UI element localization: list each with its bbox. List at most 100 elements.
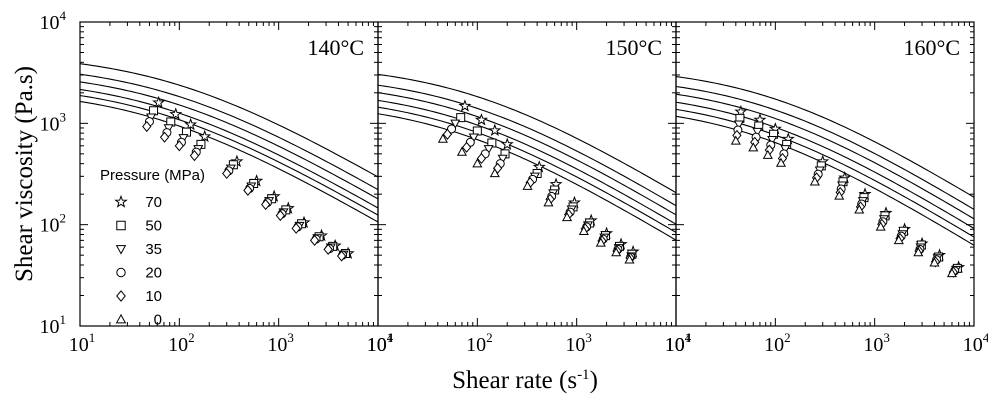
data-point-diamond	[243, 184, 253, 196]
panel-frames	[79, 21, 975, 327]
data-point-triangle-up	[875, 221, 886, 231]
data-point-square	[487, 138, 497, 148]
x-tick-label: 103	[267, 330, 294, 356]
data-point-triangle-up	[854, 204, 865, 214]
data-point-diamond	[291, 222, 301, 234]
panel-frame-2	[675, 21, 975, 327]
data-point-triangle-up	[893, 234, 904, 245]
data-point-triangle-up	[578, 225, 589, 236]
data-point-diamond	[261, 198, 271, 211]
data-point-square	[149, 106, 159, 116]
data-point-diamond	[142, 120, 152, 133]
data-point-square	[181, 127, 191, 137]
data-point-triangle-down	[733, 120, 744, 130]
fit-curve-2-1	[675, 85, 975, 210]
fit-curve-1-2	[377, 92, 677, 216]
data-point-triangle-down	[767, 135, 778, 146]
fit-curve-2-2	[675, 93, 975, 220]
data-point-triangle-up	[522, 180, 533, 190]
legend-marker-circle	[116, 267, 126, 278]
x-tick-label: 104	[665, 330, 692, 356]
fit-curve-2-0	[675, 76, 975, 198]
data-point-triangle-up	[809, 176, 820, 186]
data-point-triangle-up	[748, 142, 759, 152]
data-point-triangle-up	[946, 268, 958, 278]
data-point-star	[474, 113, 488, 126]
data-point-diamond	[323, 243, 333, 255]
panel-frame-1	[377, 21, 677, 327]
y-tick-label: 103	[40, 109, 67, 135]
x-tick-label: 101	[69, 330, 96, 356]
legend-label: 50	[145, 218, 162, 235]
panel-title-150: 150°C	[606, 35, 662, 60]
x-tick-label: 104	[963, 330, 988, 356]
tick-marks	[79, 21, 975, 327]
y-tick-label: 102	[40, 211, 67, 237]
legend-marker-triangle-down	[115, 245, 127, 255]
y-axis-title: Shear viscosity (Pa.s)	[11, 66, 38, 282]
data-point-triangle-down	[450, 119, 461, 129]
x-tick-label: 102	[764, 330, 791, 356]
data-point-triangle-up	[624, 254, 635, 264]
data-point-triangle-down	[497, 154, 508, 164]
y-tick-label: 101	[40, 312, 67, 338]
fit-curve-2-4	[675, 108, 975, 238]
legend-label: 70	[145, 194, 162, 211]
x-tick-label: 101	[367, 330, 394, 356]
y-tick-label: 104	[40, 8, 67, 34]
data-point-triangle-down	[752, 127, 763, 137]
fit-curve-1-3	[377, 99, 677, 225]
data-point-triangle-up	[456, 146, 467, 156]
x-tick-label: 103	[863, 330, 890, 356]
data-point-star	[184, 117, 198, 131]
data-point-star	[458, 99, 472, 112]
data-point-triangle-up	[437, 133, 448, 143]
data-point-diamond	[461, 141, 472, 153]
fit-curve-2-3	[675, 101, 975, 229]
fit-curve-1-0	[377, 73, 677, 194]
data-point-diamond	[275, 209, 286, 222]
data-point-triangle-up	[472, 158, 483, 168]
x-axis-title: Shear rate (s-1)	[452, 367, 598, 394]
data-point-star	[198, 129, 212, 143]
legend-marker-square	[116, 220, 126, 231]
x-tick-label: 101	[665, 330, 692, 356]
data-point-triangle-up	[611, 247, 622, 257]
data-point-diamond	[309, 234, 320, 246]
data-point-triangle-down	[468, 133, 479, 143]
data-point-square	[166, 117, 176, 127]
x-tick-label: 102	[168, 330, 195, 356]
data-point-diamond	[442, 128, 453, 140]
data-point-diamond	[174, 140, 184, 152]
fit-curve-0-3	[79, 88, 379, 209]
fit-curve-0-2	[79, 81, 379, 200]
fit-curve-2-5	[675, 115, 975, 246]
legend-label: 35	[145, 241, 162, 258]
data-point-triangle-up	[595, 237, 606, 247]
fit-curve-1-1	[377, 84, 677, 207]
legend-marker-diamond	[116, 290, 126, 302]
data-point-triangle-up	[561, 211, 573, 222]
x-tick-label: 103	[565, 330, 592, 356]
data-points	[142, 95, 966, 278]
data-point-triangle-up	[730, 135, 741, 145]
data-point-square	[735, 113, 745, 123]
data-point-square	[472, 126, 482, 136]
data-point-square	[456, 113, 466, 123]
fit-curve-1-5	[377, 113, 677, 241]
data-point-triangle-up	[834, 190, 845, 200]
x-tick-label: 104	[367, 330, 394, 356]
data-point-star	[152, 95, 166, 109]
fit-curve-0-4	[79, 94, 379, 216]
data-point-star	[500, 137, 514, 150]
legend-label: 10	[145, 288, 162, 305]
fit-curve-0-1	[79, 73, 379, 191]
legend-title: Pressure (MPa)	[100, 167, 205, 184]
data-point-triangle-up	[543, 197, 554, 207]
data-point-triangle-up	[489, 168, 500, 178]
data-point-diamond	[189, 150, 200, 162]
data-point-triangle-up	[775, 157, 787, 167]
data-point-diamond	[159, 131, 170, 143]
fit-curve-0-5	[79, 100, 379, 223]
